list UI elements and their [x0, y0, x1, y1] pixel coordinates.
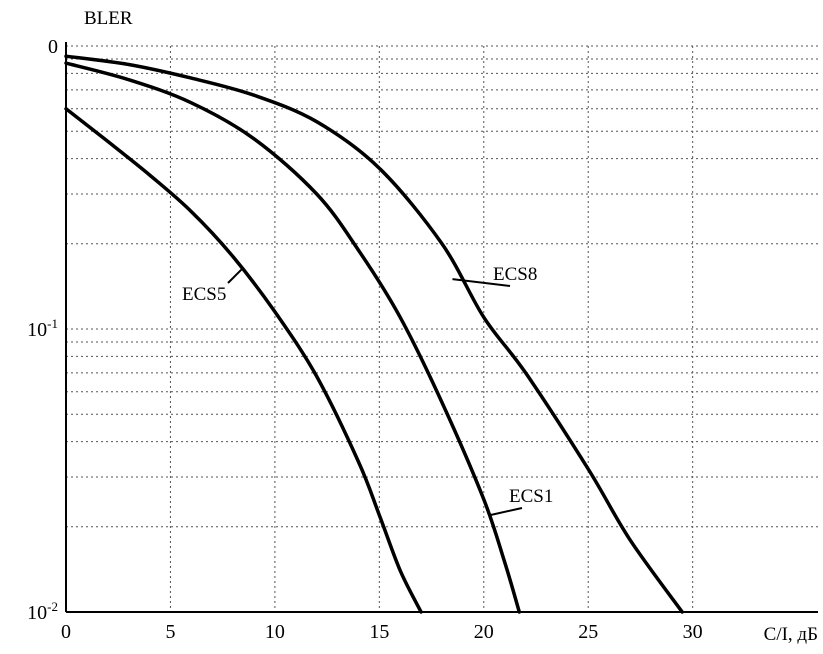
series-line-ecs8 — [64, 54, 684, 614]
x-tick-label: 25 — [578, 621, 598, 643]
series-label-ecs5: ECS5 — [182, 284, 226, 305]
labels: BLER С/I, дБ ECS5 ECS1 ECS8 — [84, 8, 818, 645]
axes — [65, 42, 818, 613]
series-label-ecs8: ECS8 — [493, 264, 537, 285]
tick-labels: 0 5 10 15 20 25 30 0 10-1 10-2 — [27, 36, 703, 643]
x-tick-label: 10 — [265, 621, 285, 643]
x-tick-label: 5 — [165, 621, 175, 643]
x-tick-label: 0 — [61, 621, 71, 643]
y-axis-title: BLER — [84, 8, 133, 29]
series-label-ecs1: ECS1 — [509, 486, 553, 507]
series-curves — [64, 54, 684, 614]
series-line-ecs5 — [64, 107, 423, 614]
series-line-ecs1 — [64, 61, 522, 614]
grid — [66, 45, 818, 612]
x-axis-title: С/I, дБ — [764, 624, 818, 645]
x-tick-label: 20 — [474, 621, 494, 643]
y-tick-label: 10-2 — [27, 599, 58, 624]
leader-ecs1 — [489, 507, 523, 517]
x-tick-label: 30 — [683, 621, 703, 643]
y-tick-label: 10-1 — [27, 316, 58, 341]
y-tick-label: 0 — [48, 36, 58, 58]
x-tick-label: 15 — [369, 621, 389, 643]
leader-ecs8 — [452, 278, 511, 287]
series-label-leaders — [227, 266, 523, 517]
leader-ecs5 — [227, 266, 245, 284]
